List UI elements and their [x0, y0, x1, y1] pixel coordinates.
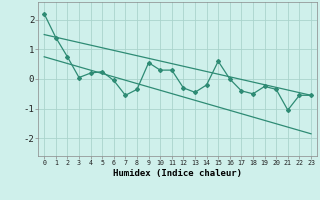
- X-axis label: Humidex (Indice chaleur): Humidex (Indice chaleur): [113, 169, 242, 178]
